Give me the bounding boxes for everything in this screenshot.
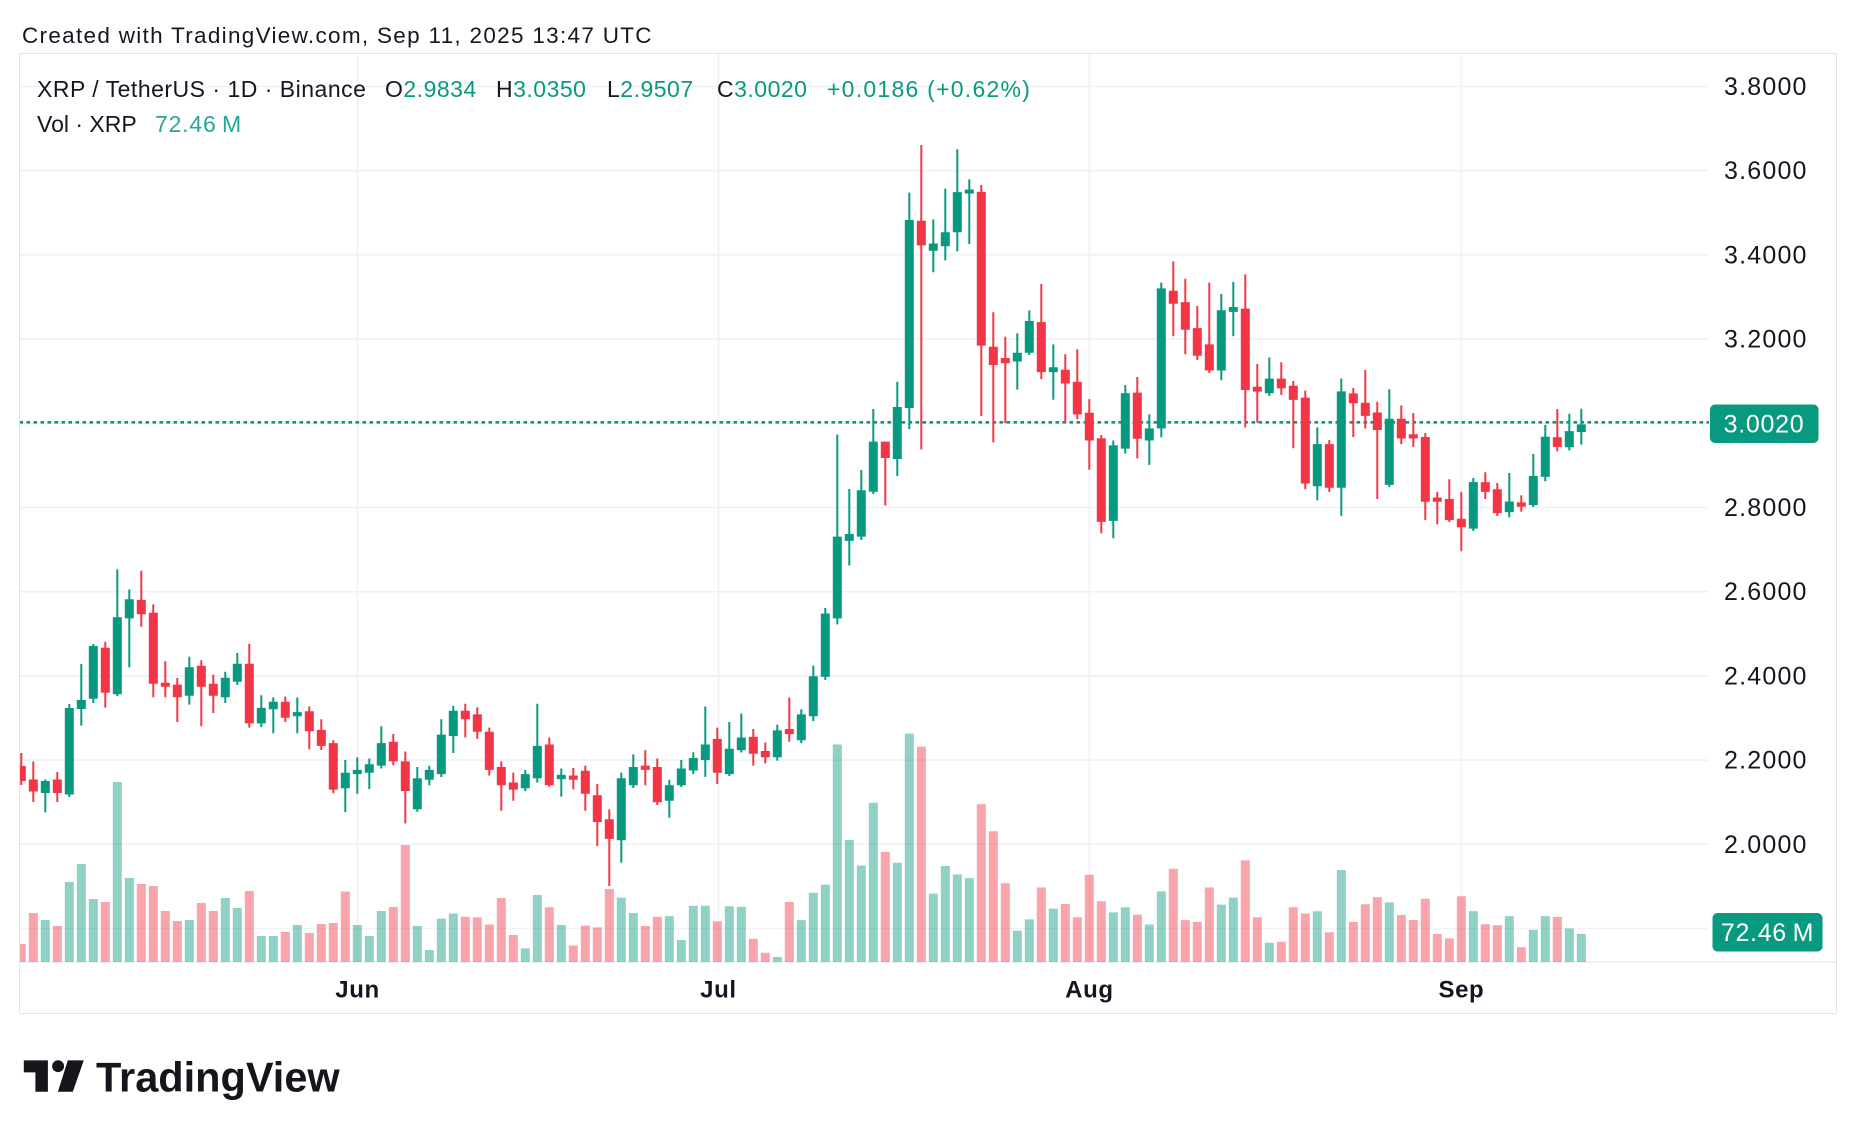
svg-text:Vol · XRP: Vol · XRP (37, 111, 137, 137)
svg-text:XRP / TetherUS · 1D · Binance: XRP / TetherUS · 1D · Binance (37, 76, 366, 102)
svg-text:H3.0350: H3.0350 (496, 76, 586, 102)
svg-text:Jun: Jun (335, 977, 379, 1004)
svg-text:Aug: Aug (1065, 977, 1113, 1004)
svg-text:2.4000: 2.4000 (1724, 662, 1808, 690)
svg-text:3.4000: 3.4000 (1724, 241, 1808, 269)
svg-text:Sep: Sep (1438, 977, 1484, 1004)
svg-text:Created with TradingView.com,: Created with TradingView.com, Sep 11, 20… (22, 23, 653, 48)
svg-text:2.8000: 2.8000 (1724, 494, 1808, 522)
svg-text:3.2000: 3.2000 (1724, 325, 1808, 353)
svg-text:2.6000: 2.6000 (1724, 578, 1808, 606)
svg-text:3.8000: 3.8000 (1724, 73, 1808, 101)
svg-text:O2.9834: O2.9834 (385, 76, 477, 102)
svg-text:L2.9507: L2.9507 (607, 76, 694, 102)
svg-text:2.2000: 2.2000 (1724, 747, 1808, 775)
svg-text:72.46 M: 72.46 M (155, 111, 242, 137)
svg-text:C3.0020: C3.0020 (717, 76, 807, 102)
svg-text:72.46 M: 72.46 M (1721, 919, 1814, 947)
svg-text:TradingView: TradingView (96, 1054, 340, 1101)
svg-text:3.0020: 3.0020 (1724, 411, 1805, 439)
svg-text:2.0000: 2.0000 (1724, 831, 1808, 859)
svg-text:+0.0186 (+0.62%): +0.0186 (+0.62%) (827, 76, 1031, 102)
svg-text:Jul: Jul (700, 977, 736, 1004)
svg-text:3.6000: 3.6000 (1724, 157, 1808, 185)
